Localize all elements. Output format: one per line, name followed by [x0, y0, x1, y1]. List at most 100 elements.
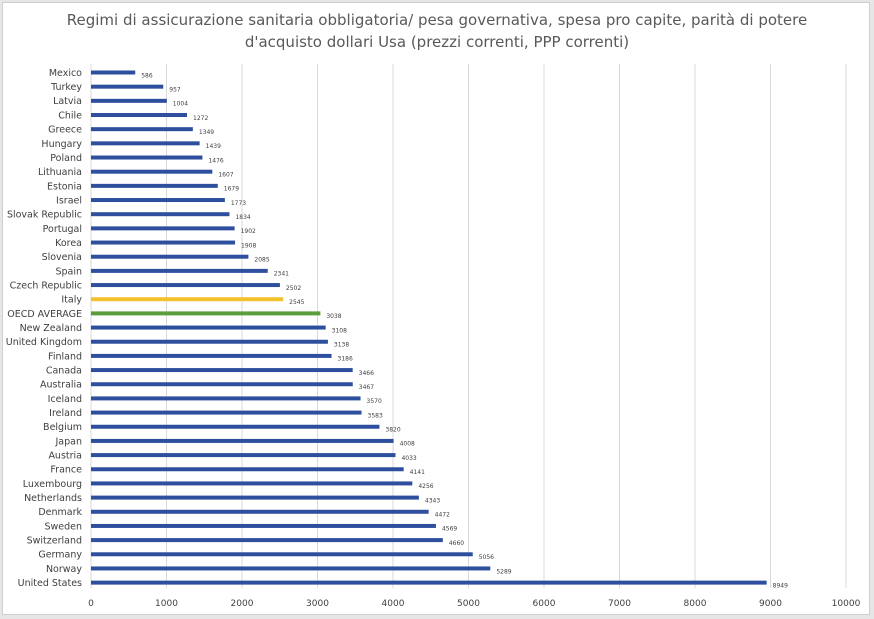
- value-label: 5056: [479, 554, 494, 561]
- bar: [91, 339, 328, 344]
- x-axis-tick-labels: 0 1000 2000 3000 4000 5000 6000 7000 8000 9000 100…: [88, 599, 860, 609]
- value-label: 4472: [435, 512, 450, 519]
- bar: [91, 240, 236, 245]
- bar: [91, 552, 473, 557]
- value-label: 2545: [289, 299, 304, 306]
- x-tick-label: 2000: [231, 599, 254, 609]
- value-label: 1607: [218, 171, 233, 178]
- value-label: 3138: [334, 342, 349, 349]
- bar: [91, 353, 332, 358]
- value-label: 3570: [367, 398, 382, 405]
- bar: [91, 368, 353, 373]
- value-label: 2502: [286, 285, 301, 292]
- value-label: 3820: [385, 427, 400, 434]
- bar: [91, 396, 361, 401]
- bar: [91, 424, 380, 429]
- bar: [91, 198, 225, 203]
- x-tick-label: 10000: [832, 599, 861, 609]
- category-label: New Zealand: [20, 323, 82, 334]
- value-label: 4660: [449, 540, 464, 547]
- bar: [91, 566, 491, 571]
- value-label: 1902: [241, 228, 256, 235]
- value-label: 586: [141, 72, 153, 79]
- category-label: Lithuania: [38, 167, 82, 178]
- value-label: 2085: [254, 257, 269, 264]
- x-tick-label: 5000: [457, 599, 480, 609]
- category-label: Austria: [48, 450, 82, 461]
- value-label: 1004: [173, 101, 188, 108]
- value-label: 1272: [193, 115, 208, 122]
- value-label: 3038: [326, 313, 341, 320]
- category-label: Poland: [50, 153, 82, 164]
- bar: [91, 169, 213, 174]
- bar: [91, 226, 235, 231]
- value-label: 1679: [224, 186, 239, 193]
- category-label: Switzerland: [27, 536, 82, 547]
- category-label: Ireland: [49, 408, 82, 419]
- category-label: Portugal: [43, 224, 82, 235]
- category-label: Chile: [58, 110, 82, 121]
- category-label: Finland: [48, 351, 82, 362]
- category-label: Netherlands: [24, 493, 82, 504]
- bar: [91, 325, 326, 330]
- bar: [91, 523, 436, 528]
- bar: [91, 538, 443, 543]
- category-label: Slovenia: [42, 252, 82, 263]
- bar: [91, 438, 394, 443]
- category-label: United States: [18, 578, 82, 589]
- bar: [91, 410, 362, 415]
- x-tick-label: 3000: [306, 599, 329, 609]
- bar: [91, 70, 136, 75]
- category-label: Israel: [56, 195, 82, 206]
- bar: [91, 382, 353, 387]
- x-tick-label: 1000: [155, 599, 178, 609]
- value-label: 8949: [773, 582, 788, 589]
- value-label: 4008: [400, 441, 415, 448]
- category-label: Hungary: [41, 139, 82, 150]
- category-label: United Kingdom: [6, 337, 82, 348]
- value-label: 4569: [442, 526, 457, 533]
- bar: [91, 509, 429, 514]
- category-label: Italy: [61, 295, 82, 306]
- value-label: 3466: [359, 370, 374, 377]
- value-label: 4343: [425, 497, 440, 504]
- bar: [91, 268, 268, 273]
- category-label: Turkey: [50, 82, 82, 93]
- value-label: 3467: [359, 384, 374, 391]
- category-labels: Mexico Turkey Latvia Chile Greece Hungary Pola…: [6, 68, 83, 589]
- bar: [91, 467, 404, 472]
- x-tick-label: 9000: [759, 599, 782, 609]
- category-label: Australia: [40, 380, 82, 391]
- value-label: 957: [169, 86, 181, 93]
- bar: [91, 495, 419, 500]
- value-label: 3186: [338, 356, 353, 363]
- bar: [91, 297, 284, 302]
- bar: [91, 127, 193, 132]
- value-label: 1834: [235, 214, 250, 221]
- bar: [91, 254, 249, 259]
- value-label: 1349: [199, 129, 214, 136]
- value-label: 4033: [401, 455, 416, 462]
- bar: [91, 311, 321, 316]
- category-label: Mexico: [49, 68, 82, 79]
- bar: [91, 84, 164, 89]
- value-label: 3583: [368, 412, 383, 419]
- value-labels: 586 957 1004 1272 1349 1439 1476 1607 1679 1773 18…: [141, 72, 788, 589]
- value-label: 2341: [274, 271, 289, 278]
- x-tick-label: 4000: [382, 599, 405, 609]
- bars: [91, 70, 767, 585]
- value-label: 1908: [241, 242, 256, 249]
- x-tick-label: 7000: [608, 599, 631, 609]
- category-label: Latvia: [53, 96, 82, 107]
- category-label: Korea: [55, 238, 82, 249]
- category-label: Estonia: [47, 181, 82, 192]
- category-label: Germany: [38, 550, 82, 561]
- value-label: 1773: [231, 200, 246, 207]
- value-label: 4256: [418, 483, 433, 490]
- value-label: 5289: [496, 568, 511, 575]
- category-label: Sweden: [44, 521, 82, 532]
- bar: [91, 141, 200, 146]
- category-label: Greece: [48, 125, 82, 136]
- bar: [91, 155, 203, 160]
